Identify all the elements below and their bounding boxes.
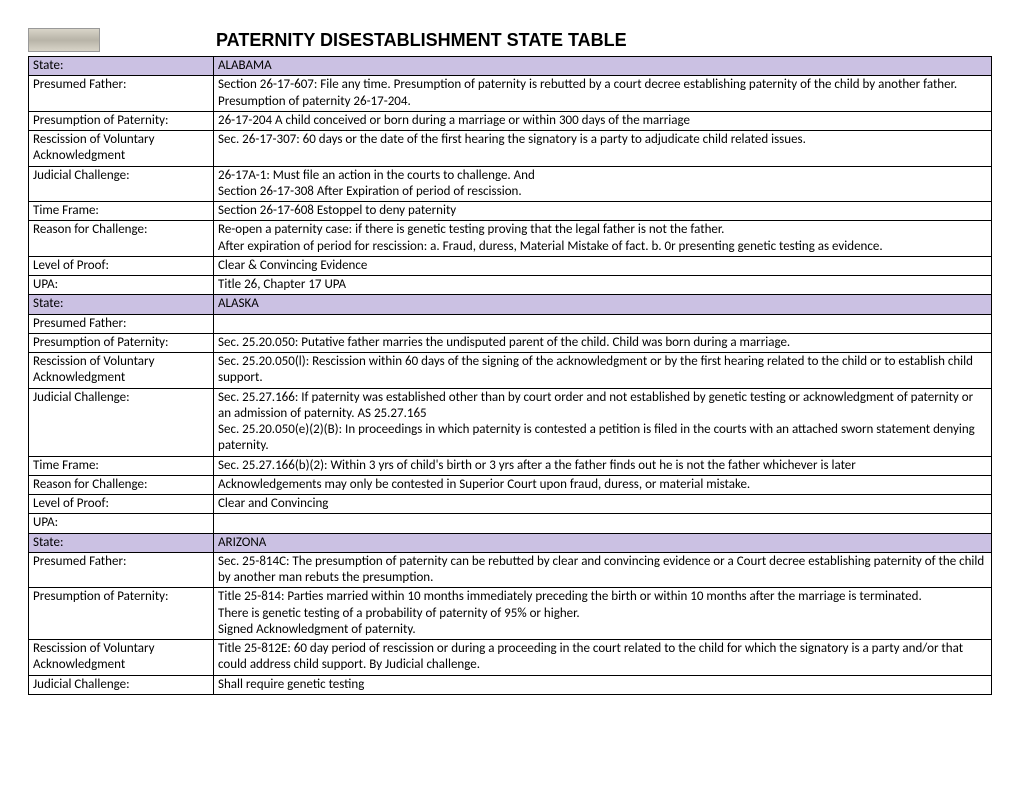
row-label: Presumption of Paternity:	[29, 588, 214, 640]
table-row: Presumed Father:	[29, 314, 992, 333]
row-label: UPA:	[29, 276, 214, 295]
row-label: Presumed Father:	[29, 314, 214, 333]
table-row: Judicial Challenge:Sec. 25.27.166: If pa…	[29, 388, 992, 456]
row-value: Title 25-812E: 60 day period of rescissi…	[214, 640, 992, 676]
row-label: Rescission of Voluntary Acknowledgment	[29, 353, 214, 389]
row-label: Rescission of Voluntary Acknowledgment	[29, 131, 214, 167]
row-label: Presumed Father:	[29, 552, 214, 588]
row-value	[214, 314, 992, 333]
row-label: Presumption of Paternity:	[29, 333, 214, 352]
table-row: State:ALABAMA	[29, 57, 992, 76]
table-row: Presumed Father:Sec. 25-814C: The presum…	[29, 552, 992, 588]
table-row: UPA:	[29, 514, 992, 533]
table-row: Reason for Challenge:Acknowledgements ma…	[29, 475, 992, 494]
row-label: Judicial Challenge:	[29, 166, 214, 202]
row-value: Title 26, Chapter 17 UPA	[214, 276, 992, 295]
row-value: Sec. 25.27.166: If paternity was establi…	[214, 388, 992, 456]
row-value: ALABAMA	[214, 57, 992, 76]
row-label: Judicial Challenge:	[29, 388, 214, 456]
row-value: ARIZONA	[214, 533, 992, 552]
row-value: Sec. 25.20.050(l): Rescission within 60 …	[214, 353, 992, 389]
table-row: Rescission of Voluntary AcknowledgmentTi…	[29, 640, 992, 676]
table-row: State:ALASKA	[29, 295, 992, 314]
table-row: Presumed Father:Section 26-17-607: File …	[29, 76, 992, 112]
table-row: UPA:Title 26, Chapter 17 UPA	[29, 276, 992, 295]
table-row: Presumption of Paternity:Sec. 25.20.050:…	[29, 333, 992, 352]
row-value: Section 26-17-607: File any time. Presum…	[214, 76, 992, 112]
row-label: Presumed Father:	[29, 76, 214, 112]
row-value: 26-17A-1: Must file an action in the cou…	[214, 166, 992, 202]
row-label: Level of Proof:	[29, 256, 214, 275]
row-label: Time Frame:	[29, 456, 214, 475]
row-value: Acknowledgements may only be contested i…	[214, 475, 992, 494]
table-row: Rescission of Voluntary AcknowledgmentSe…	[29, 353, 992, 389]
row-value: Clear & Convincing Evidence	[214, 256, 992, 275]
row-value: Sec. 26-17-307: 60 days or the date of t…	[214, 131, 992, 167]
row-value: Shall require genetic testing	[214, 675, 992, 694]
table-row: Presumption of Paternity:Title 25-814: P…	[29, 588, 992, 640]
page-title: PATERNITY DISESTABLISHMENT STATE TABLE	[216, 30, 627, 51]
paternity-table: State:ALABAMAPresumed Father:Section 26-…	[28, 56, 992, 695]
table-row: Time Frame:Section 26-17-608 Estoppel to…	[29, 202, 992, 221]
row-label: Level of Proof:	[29, 495, 214, 514]
logo-image	[28, 28, 100, 52]
row-label: State:	[29, 533, 214, 552]
table-row: Time Frame:Sec. 25.27.166(b)(2): Within …	[29, 456, 992, 475]
row-value: Sec. 25-814C: The presumption of paterni…	[214, 552, 992, 588]
row-label: Judicial Challenge:	[29, 675, 214, 694]
table-row: Reason for Challenge:Re-open a paternity…	[29, 221, 992, 257]
row-label: Rescission of Voluntary Acknowledgment	[29, 640, 214, 676]
row-label: State:	[29, 295, 214, 314]
header: PATERNITY DISESTABLISHMENT STATE TABLE	[28, 28, 992, 52]
table-row: Rescission of Voluntary AcknowledgmentSe…	[29, 131, 992, 167]
row-value: 26-17-204 A child conceived or born duri…	[214, 111, 992, 130]
table-row: Level of Proof:Clear & Convincing Eviden…	[29, 256, 992, 275]
table-row: State:ARIZONA	[29, 533, 992, 552]
row-value: Clear and Convincing	[214, 495, 992, 514]
table-row: Level of Proof:Clear and Convincing	[29, 495, 992, 514]
table-row: Presumption of Paternity:26-17-204 A chi…	[29, 111, 992, 130]
row-label: Reason for Challenge:	[29, 221, 214, 257]
row-label: Reason for Challenge:	[29, 475, 214, 494]
row-label: State:	[29, 57, 214, 76]
table-row: Judicial Challenge:26-17A-1: Must file a…	[29, 166, 992, 202]
row-value: ALASKA	[214, 295, 992, 314]
table-row: Judicial Challenge:Shall require genetic…	[29, 675, 992, 694]
row-label: Presumption of Paternity:	[29, 111, 214, 130]
row-value: Sec. 25.27.166(b)(2): Within 3 yrs of ch…	[214, 456, 992, 475]
row-value	[214, 514, 992, 533]
row-label: Time Frame:	[29, 202, 214, 221]
row-value: Section 26-17-608 Estoppel to deny pater…	[214, 202, 992, 221]
row-label: UPA:	[29, 514, 214, 533]
row-value: Re-open a paternity case: if there is ge…	[214, 221, 992, 257]
row-value: Title 25-814: Parties married within 10 …	[214, 588, 992, 640]
row-value: Sec. 25.20.050: Putative father marries …	[214, 333, 992, 352]
